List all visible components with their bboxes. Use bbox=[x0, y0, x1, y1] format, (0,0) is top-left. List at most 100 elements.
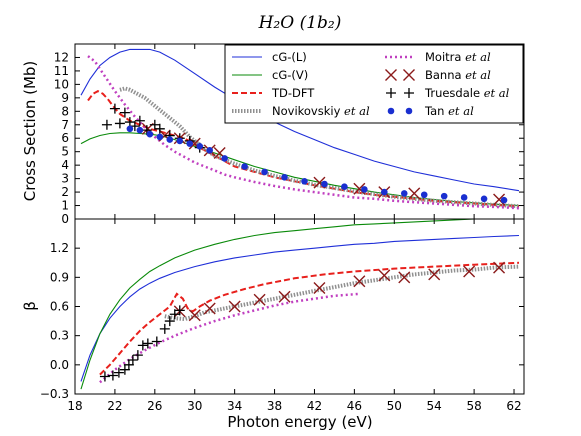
legend-item-cg-v: cG-(V) bbox=[232, 68, 308, 82]
legend-label-novikovskiy-et-al: Novikovskiy et al bbox=[272, 104, 370, 118]
x-tick-label: 18 bbox=[67, 399, 82, 413]
beta-y-tick-label: 1.2 bbox=[50, 241, 69, 255]
cross-y-tick-label: 4 bbox=[61, 158, 69, 172]
cross-point-tan-et-al bbox=[361, 186, 368, 193]
cross-point-tan-et-al bbox=[381, 188, 388, 196]
beta-point-truesdale-et-al bbox=[174, 305, 185, 316]
beta-series-cg-l bbox=[80, 234, 520, 382]
beta-y-tick-label: 0.9 bbox=[50, 270, 69, 284]
beta-y-tick-label: 0.3 bbox=[50, 329, 69, 343]
x-tick-label: 46 bbox=[347, 399, 362, 413]
legend-swatch-tan-et-al bbox=[387, 107, 395, 115]
legend-swatch-truesdale-et-al bbox=[386, 88, 396, 98]
cross-point-tan-et-al bbox=[156, 133, 164, 141]
legend-item-moitra-et-al: Moitra et al bbox=[385, 50, 491, 64]
x-tick-label: 34 bbox=[227, 399, 242, 413]
legend-label-truesdale-et-al: Truesdale et al bbox=[424, 86, 510, 100]
beta-point-banna-et-al bbox=[428, 268, 441, 281]
cross-point-tan-et-al bbox=[196, 143, 204, 150]
cross-y-tick-label: 9 bbox=[61, 91, 69, 105]
cross-point-truesdale-et-al bbox=[101, 119, 112, 130]
legend-item-tan-et-al: Tan et al bbox=[387, 104, 474, 118]
legend-label-cg-l: cG-(L) bbox=[272, 50, 307, 64]
cross-y-tick-label: 12 bbox=[54, 50, 69, 64]
x-tick-label: 38 bbox=[267, 399, 282, 413]
cross-point-tan-et-al bbox=[440, 192, 448, 200]
legend-label-moitra-et-al: Moitra et al bbox=[425, 50, 491, 64]
cross-y-tick-label: 8 bbox=[61, 104, 69, 118]
legend-frame bbox=[224, 44, 524, 124]
beta-point-truesdale-et-al bbox=[151, 336, 162, 347]
cross-point-tan-et-al bbox=[500, 196, 508, 204]
beta-point-truesdale-et-al bbox=[164, 316, 175, 327]
cross-point-tan-et-al bbox=[221, 155, 228, 162]
cross-point-tan-et-al bbox=[241, 163, 248, 170]
cross-point-tan-et-al bbox=[480, 195, 488, 203]
legend-item-td-dft: TD-DFT bbox=[232, 86, 315, 100]
cross-y-tick-label: 3 bbox=[61, 172, 69, 186]
cross-series-td-dft bbox=[87, 89, 520, 208]
cross-point-tan-et-al bbox=[146, 130, 154, 138]
beta-point-truesdale-et-al bbox=[119, 364, 130, 375]
cross-point-truesdale-et-al bbox=[119, 107, 130, 118]
legend-label-cg-v: cG-(V) bbox=[272, 68, 308, 82]
beta-series-cg-v bbox=[80, 219, 508, 390]
cross-point-tan-et-al bbox=[460, 194, 468, 201]
cross-y-tick-label: 5 bbox=[61, 145, 69, 159]
cross-point-tan-et-al bbox=[281, 173, 288, 181]
legend-swatch-banna-et-al bbox=[385, 69, 397, 81]
cross-point-truesdale-et-al bbox=[109, 103, 120, 114]
cross-point-truesdale-et-al bbox=[134, 115, 145, 126]
beta-point-banna-et-al bbox=[398, 271, 411, 284]
cross-point-tan-et-al bbox=[176, 137, 184, 145]
legend-swatch-banna-et-al bbox=[403, 69, 415, 81]
cross-series-moitra-et-al bbox=[87, 55, 520, 210]
cross-point-tan-et-al bbox=[186, 140, 194, 147]
cross-point-tan-et-al bbox=[400, 190, 408, 197]
legend-swatch-truesdale-et-al bbox=[404, 88, 414, 98]
beta-point-banna-et-al bbox=[493, 261, 506, 274]
cross-y-tick-label: 11 bbox=[54, 64, 69, 78]
cross-point-tan-et-al bbox=[126, 125, 134, 133]
panel-beta-series bbox=[80, 219, 520, 390]
beta-y-tick-label: −0.3 bbox=[40, 387, 69, 401]
x-tick-label: 58 bbox=[466, 399, 481, 413]
panel-beta-frame bbox=[74, 218, 525, 395]
beta-point-banna-et-al bbox=[353, 275, 366, 288]
beta-series-td-dft bbox=[99, 261, 520, 376]
legend-label-tan-et-al: Tan et al bbox=[424, 104, 474, 118]
cross-point-truesdale-et-al bbox=[114, 118, 125, 129]
beta-y-tick-label: 0.0 bbox=[50, 358, 69, 372]
beta-point-truesdale-et-al bbox=[107, 370, 118, 381]
cross-point-tan-et-al bbox=[341, 183, 348, 190]
beta-point-truesdale-et-al bbox=[113, 367, 124, 378]
cross-y-tick-label: 7 bbox=[61, 118, 69, 132]
cross-point-truesdale-et-al bbox=[124, 117, 135, 128]
beta-point-truesdale-et-al bbox=[137, 340, 148, 351]
legend-item-truesdale-et-al: Truesdale et al bbox=[386, 86, 510, 100]
beta-y-tick-label: 0.6 bbox=[50, 300, 69, 314]
cross-point-tan-et-al bbox=[136, 126, 144, 134]
chart-legend: cG-(L) cG-(V) TD-DFT Novikovskiy et al Moitr… bbox=[224, 44, 524, 124]
cross-y-tick-label: 10 bbox=[54, 77, 69, 91]
cross-y-tick-label: 0 bbox=[61, 212, 69, 226]
cross-point-banna-et-al bbox=[408, 187, 421, 200]
cross-point-tan-et-al bbox=[166, 136, 174, 143]
cross-point-truesdale-et-al bbox=[149, 119, 160, 130]
cross-y-tick-label: 6 bbox=[61, 131, 69, 145]
y-axis-label-beta: β bbox=[21, 301, 39, 311]
x-tick-label: 62 bbox=[506, 399, 521, 413]
legend-item-cg-l: cG-(L) bbox=[232, 50, 307, 64]
x-tick-label: 54 bbox=[427, 399, 442, 413]
x-tick-label: 22 bbox=[107, 399, 122, 413]
beta-point-banna-et-al bbox=[228, 300, 241, 313]
x-tick-label: 42 bbox=[307, 399, 322, 413]
beta-point-truesdale-et-al bbox=[99, 371, 110, 382]
beta-point-banna-et-al bbox=[378, 269, 391, 282]
chart-title: H₂O (1b₂) bbox=[258, 13, 342, 33]
x-tick-label: 26 bbox=[147, 399, 162, 413]
legend-item-novikovskiy-et-al: Novikovskiy et al bbox=[232, 104, 370, 118]
cross-point-tan-et-al bbox=[420, 191, 428, 199]
beta-point-truesdale-et-al bbox=[132, 350, 143, 361]
